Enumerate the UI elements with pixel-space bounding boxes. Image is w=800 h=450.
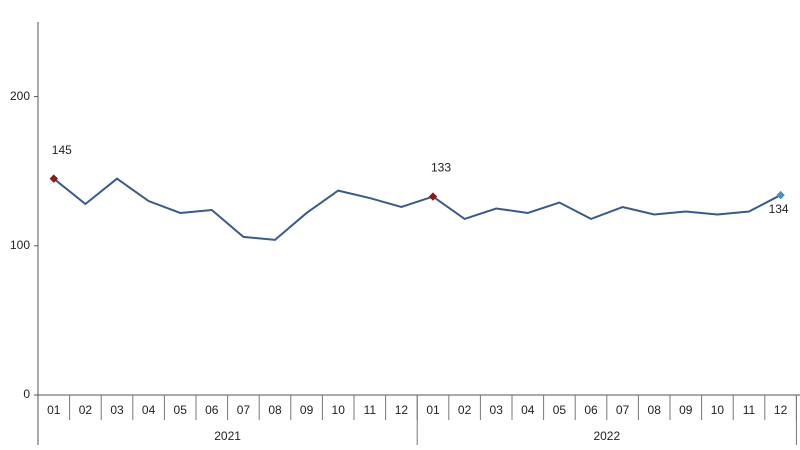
line xyxy=(53,177,782,241)
x-tick-label: 11 xyxy=(364,403,377,417)
x-tick-label: 11 xyxy=(743,403,756,417)
x-tick-label: 01 xyxy=(47,403,61,417)
y-tick-label: 200 xyxy=(10,89,30,103)
x-tick-label: 12 xyxy=(395,403,409,417)
x-tick-label: 08 xyxy=(268,403,282,417)
group-label: 2022 xyxy=(593,429,620,443)
x-tick-label: 10 xyxy=(711,403,725,417)
x-tick-label: 07 xyxy=(616,403,630,417)
x-tick-label: 02 xyxy=(458,403,472,417)
x-tick-label: 07 xyxy=(237,403,251,417)
x-tick-label: 03 xyxy=(490,403,504,417)
x-tick-label: 09 xyxy=(300,403,314,417)
data-label: 145 xyxy=(52,143,72,157)
x-tick-label: 10 xyxy=(332,403,346,417)
x-tick-label: 04 xyxy=(521,403,535,417)
x-tick-label: 02 xyxy=(79,403,93,417)
x-tick-label: 05 xyxy=(174,403,188,417)
marker xyxy=(776,190,785,200)
x-tick-label: 12 xyxy=(774,403,788,417)
group-label: 2021 xyxy=(214,429,241,443)
x-tick-label: 03 xyxy=(110,403,124,417)
x-tick-label: 01 xyxy=(426,403,440,417)
x-tick-label: 08 xyxy=(648,403,662,417)
data-label: 133 xyxy=(431,161,451,175)
x-tick-label: 09 xyxy=(679,403,693,417)
x-tick-label: 05 xyxy=(553,403,567,417)
x-tick-label: 06 xyxy=(205,403,219,417)
marker xyxy=(49,174,59,183)
y-tick-label: 100 xyxy=(10,238,30,252)
marker xyxy=(428,192,438,201)
x-tick-label: 06 xyxy=(584,403,598,417)
x-tick-label: 04 xyxy=(142,403,156,417)
y-tick-label: 0 xyxy=(23,387,30,401)
data-label: 134 xyxy=(769,202,789,216)
